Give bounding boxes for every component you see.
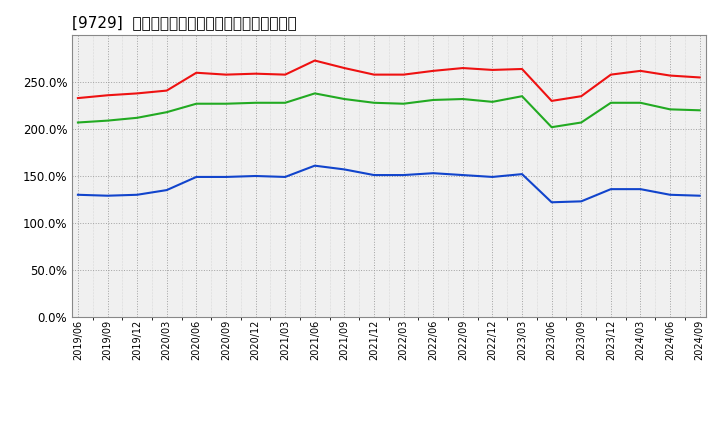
現預金比率 [666,192,675,198]
現預金比率 [488,174,497,180]
流動比率 [606,72,615,77]
当座比率 [340,96,348,102]
流動比率 [251,71,260,76]
流動比率 [310,58,319,63]
流動比率 [340,66,348,71]
流動比率 [518,66,526,72]
当座比率 [222,101,230,106]
流動比率 [103,93,112,98]
当座比率 [192,101,201,106]
当座比率 [577,120,585,125]
現預金比率 [310,163,319,169]
流動比率 [400,72,408,77]
流動比率 [222,72,230,77]
流動比率 [696,75,704,80]
当座比率 [459,96,467,102]
現預金比率 [340,167,348,172]
流動比率 [281,72,289,77]
現預金比率 [192,174,201,180]
現預金比率 [429,171,438,176]
Text: [9729]  流動比率、当座比率、現預金比率の推移: [9729] 流動比率、当座比率、現預金比率の推移 [72,15,297,30]
当座比率 [73,120,82,125]
流動比率 [547,98,556,103]
当座比率 [636,100,645,106]
流動比率 [459,66,467,71]
Legend: 流動比率, 当座比率, 現預金比率: 流動比率, 当座比率, 現預金比率 [248,434,530,440]
現預金比率 [577,199,585,204]
現預金比率 [281,174,289,180]
現預金比率 [400,172,408,178]
当座比率 [696,108,704,113]
現預金比率 [547,200,556,205]
流動比率 [488,67,497,73]
当座比率 [518,94,526,99]
流動比率 [577,94,585,99]
流動比率 [163,88,171,93]
当座比率 [547,125,556,130]
現預金比率 [696,193,704,198]
流動比率 [636,68,645,73]
当座比率 [281,100,289,106]
現預金比率 [103,193,112,198]
流動比率 [132,91,141,96]
流動比率 [73,95,82,101]
Line: 流動比率: 流動比率 [78,61,700,101]
現預金比率 [251,173,260,179]
当座比率 [488,99,497,104]
現預金比率 [132,192,141,198]
当座比率 [429,97,438,103]
当座比率 [310,91,319,96]
現預金比率 [606,187,615,192]
現預金比率 [163,187,171,193]
流動比率 [429,68,438,73]
流動比率 [192,70,201,75]
当座比率 [103,118,112,123]
Line: 現預金比率: 現預金比率 [78,166,700,202]
現預金比率 [73,192,82,198]
現預金比率 [369,172,378,178]
現預金比率 [222,174,230,180]
流動比率 [666,73,675,78]
現預金比率 [459,172,467,178]
当座比率 [251,100,260,106]
現預金比率 [518,172,526,177]
当座比率 [606,100,615,106]
Line: 当座比率: 当座比率 [78,93,700,127]
当座比率 [400,101,408,106]
流動比率 [369,72,378,77]
当座比率 [132,115,141,121]
当座比率 [163,110,171,115]
当座比率 [666,107,675,112]
当座比率 [369,100,378,106]
現預金比率 [636,187,645,192]
